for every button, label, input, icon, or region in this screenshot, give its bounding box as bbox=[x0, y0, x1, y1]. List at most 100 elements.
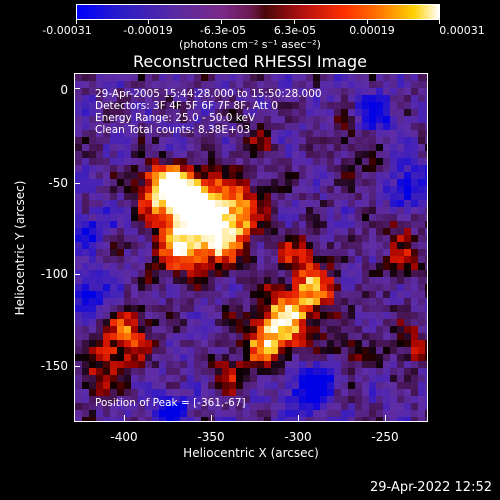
heatmap-cell bbox=[117, 207, 124, 214]
heatmap-cell bbox=[348, 151, 355, 158]
heatmap-cell bbox=[215, 172, 222, 179]
heatmap-cell bbox=[145, 228, 152, 235]
heatmap-cell bbox=[264, 263, 271, 270]
heatmap-cell bbox=[180, 95, 187, 102]
heatmap-cell bbox=[425, 298, 427, 305]
heatmap-cell bbox=[236, 193, 243, 200]
heatmap-cell bbox=[376, 123, 383, 130]
heatmap-cell bbox=[243, 270, 250, 277]
heatmap-cell bbox=[250, 214, 257, 221]
heatmap-cell bbox=[131, 228, 138, 235]
heatmap-cell bbox=[264, 256, 271, 263]
heatmap-cell bbox=[362, 277, 369, 284]
heatmap-cell bbox=[334, 228, 341, 235]
heatmap-cell bbox=[229, 256, 236, 263]
heatmap-cell bbox=[404, 382, 411, 389]
heatmap-cell bbox=[383, 137, 390, 144]
heatmap-cell bbox=[222, 277, 229, 284]
heatmap-cell bbox=[411, 284, 418, 291]
heatmap-cell bbox=[82, 354, 89, 361]
heatmap-cell bbox=[327, 249, 334, 256]
heatmap-cell bbox=[264, 81, 271, 88]
heatmap-cell bbox=[264, 88, 271, 95]
heatmap-cell bbox=[425, 417, 427, 421]
heatmap-cell bbox=[383, 172, 390, 179]
heatmap-cell bbox=[222, 221, 229, 228]
heatmap-cell bbox=[194, 340, 201, 347]
heatmap-cell bbox=[299, 368, 306, 375]
heatmap-cell bbox=[145, 340, 152, 347]
heatmap-cell bbox=[215, 277, 222, 284]
heatmap-cell bbox=[355, 361, 362, 368]
heatmap-cell bbox=[292, 123, 299, 130]
heatmap-cell bbox=[208, 403, 215, 410]
heatmap-cell bbox=[425, 130, 427, 137]
heatmap-cell bbox=[299, 291, 306, 298]
heatmap-cell bbox=[299, 256, 306, 263]
heatmap-cell bbox=[313, 242, 320, 249]
heatmap-cell bbox=[292, 144, 299, 151]
heatmap-cell bbox=[285, 326, 292, 333]
heatmap-cell bbox=[264, 179, 271, 186]
heatmap-cell bbox=[250, 249, 257, 256]
heatmap-cell bbox=[194, 263, 201, 270]
heatmap-cell bbox=[418, 284, 425, 291]
heatmap-cell bbox=[341, 144, 348, 151]
heatmap-cell bbox=[425, 172, 427, 179]
heatmap-cell bbox=[250, 340, 257, 347]
heatmap-cell bbox=[194, 151, 201, 158]
heatmap-cell bbox=[418, 361, 425, 368]
heatmap-cell bbox=[355, 151, 362, 158]
heatmap-cell bbox=[110, 186, 117, 193]
heatmap-cell bbox=[208, 249, 215, 256]
heatmap-cell bbox=[82, 361, 89, 368]
heatmap-cell bbox=[362, 109, 369, 116]
heatmap-cell bbox=[383, 207, 390, 214]
heatmap-cell bbox=[299, 200, 306, 207]
heatmap-cell bbox=[250, 144, 257, 151]
heatmap-cell bbox=[411, 361, 418, 368]
heatmap-cell bbox=[236, 130, 243, 137]
heatmap-cell bbox=[201, 382, 208, 389]
heatmap-cell bbox=[327, 95, 334, 102]
heatmap-cell bbox=[425, 81, 427, 88]
heatmap-cell bbox=[82, 368, 89, 375]
heatmap-cell bbox=[376, 368, 383, 375]
heatmap-cell bbox=[208, 333, 215, 340]
heatmap-cell bbox=[96, 137, 103, 144]
heatmap-cell bbox=[264, 242, 271, 249]
heatmap-cell bbox=[362, 263, 369, 270]
heatmap-cell bbox=[96, 403, 103, 410]
heatmap-cell bbox=[341, 417, 348, 421]
heatmap-cell bbox=[334, 235, 341, 242]
heatmap-cell bbox=[145, 179, 152, 186]
heatmap-cell bbox=[362, 158, 369, 165]
heatmap-cell bbox=[411, 291, 418, 298]
heatmap-cell bbox=[313, 186, 320, 193]
heatmap-cell bbox=[208, 179, 215, 186]
heatmap-cell bbox=[103, 130, 110, 137]
heatmap-cell bbox=[306, 88, 313, 95]
heatmap-cell bbox=[138, 277, 145, 284]
heatmap-cell bbox=[208, 235, 215, 242]
heatmap-cell bbox=[425, 361, 427, 368]
heatmap-cell bbox=[173, 256, 180, 263]
heatmap-cell bbox=[166, 270, 173, 277]
heatmap-cell bbox=[327, 368, 334, 375]
heatmap-cell bbox=[201, 116, 208, 123]
heatmap-cell bbox=[397, 116, 404, 123]
heatmap-cell bbox=[138, 144, 145, 151]
heatmap-cell bbox=[166, 228, 173, 235]
heatmap-cell bbox=[222, 172, 229, 179]
heatmap-cell bbox=[222, 186, 229, 193]
plot-datestamp: 29-Apr-2022 12:52 bbox=[370, 480, 492, 495]
heatmap-cell bbox=[180, 130, 187, 137]
heatmap-cell bbox=[89, 326, 96, 333]
heatmap-cell bbox=[103, 214, 110, 221]
heatmap-cell bbox=[313, 403, 320, 410]
heatmap-cell bbox=[404, 158, 411, 165]
heatmap-cell bbox=[173, 221, 180, 228]
heatmap-cell bbox=[411, 123, 418, 130]
heatmap-cell bbox=[306, 186, 313, 193]
heatmap-cell bbox=[278, 95, 285, 102]
